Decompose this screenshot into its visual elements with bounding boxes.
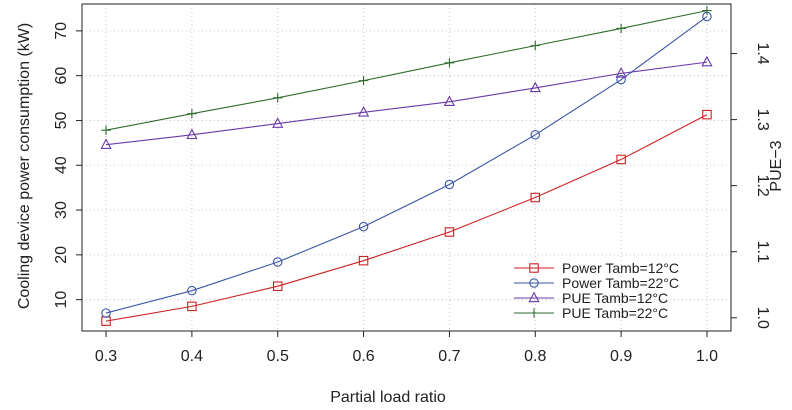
x-tick-label: 0.5 (267, 348, 289, 365)
legend-label: PUE Tamb=22°C (562, 305, 668, 321)
data-point (101, 308, 111, 318)
y-left-tick-label: 20 (53, 246, 70, 264)
series-line (105, 10, 708, 131)
y-right-tick-label: 1.2 (754, 175, 771, 197)
series-4 (101, 5, 712, 135)
x-tick-label: 0.4 (181, 348, 203, 365)
data-point (702, 109, 712, 120)
data-point (272, 257, 283, 267)
y-axis-left-label: Cooling device power consumption (kW) (16, 23, 33, 309)
series-3 (100, 55, 713, 149)
legend-item: Power Tamb=12°C (514, 260, 679, 276)
legend-item: PUE Tamb=12°C (514, 290, 668, 306)
series-line (105, 114, 708, 322)
series-1 (101, 109, 712, 326)
data-point (701, 55, 713, 67)
data-point (444, 227, 455, 237)
y-right-tick-label: 1.0 (754, 307, 771, 329)
y-axis-right-label: PUE−3 (768, 140, 785, 191)
data-point (530, 130, 541, 140)
data-point (101, 125, 111, 135)
data-point (616, 74, 626, 85)
data-point (444, 179, 455, 190)
y-left-tick-label: 10 (53, 291, 70, 309)
y-right-tick-label: 1.4 (754, 42, 771, 64)
data-point (444, 58, 455, 68)
x-tick-label: 0.3 (95, 348, 117, 365)
data-point (186, 128, 198, 140)
data-point (357, 105, 370, 117)
data-point (530, 192, 541, 203)
data-point (529, 263, 539, 273)
series-line (105, 16, 708, 314)
data-point (616, 154, 626, 165)
x-tick-label: 0.8 (524, 348, 546, 365)
y-axis-right: 1.0 1.1 1.2 1.3 1.4 (731, 42, 771, 329)
legend-item: PUE Tamb=22°C (514, 305, 668, 321)
x-axis-label: Partial load ratio (330, 389, 446, 406)
y-left-tick-label: 60 (53, 67, 70, 85)
data-point (273, 93, 283, 103)
y-right-tick-label: 1.3 (754, 108, 771, 130)
data-point (615, 66, 627, 78)
data-point (358, 255, 369, 266)
data-point (272, 117, 284, 128)
data-point (529, 81, 541, 93)
series-2 (101, 11, 712, 318)
data-point (530, 40, 540, 51)
legend-label: PUE Tamb=12°C (562, 290, 668, 306)
data-point (272, 281, 283, 291)
data-point (443, 95, 456, 107)
data-point (187, 285, 197, 296)
y-axis-left: 10 20 30 40 50 60 70 (53, 22, 82, 309)
data-point (529, 308, 539, 318)
data-point (100, 138, 112, 149)
legend-label: Power Tamb=22°C (562, 275, 679, 291)
x-tick-label: 0.7 (438, 348, 460, 365)
data-point (616, 23, 626, 34)
x-tick-label: 0.6 (352, 348, 374, 365)
y-right-tick-label: 1.1 (754, 241, 771, 263)
y-left-tick-label: 30 (53, 201, 70, 219)
data-point (528, 291, 540, 303)
y-left-tick-label: 70 (53, 22, 70, 40)
data-point (702, 5, 712, 16)
y-left-tick-label: 50 (53, 111, 70, 129)
data-point (529, 278, 539, 288)
legend-label: Power Tamb=12°C (562, 260, 679, 276)
series-group (100, 5, 713, 326)
x-axis: 0.3 0.4 0.5 0.6 0.7 0.8 0.9 1.0 (95, 331, 718, 365)
y-left-tick-label: 40 (53, 156, 70, 174)
series-line (105, 61, 708, 146)
data-point (187, 301, 197, 312)
legend-item: Power Tamb=22°C (514, 275, 679, 291)
x-tick-label: 1.0 (696, 348, 718, 365)
data-point (358, 75, 369, 86)
plot-box (81, 3, 732, 332)
data-point (187, 108, 197, 119)
data-point (358, 221, 369, 232)
x-tick-label: 0.9 (610, 348, 632, 365)
